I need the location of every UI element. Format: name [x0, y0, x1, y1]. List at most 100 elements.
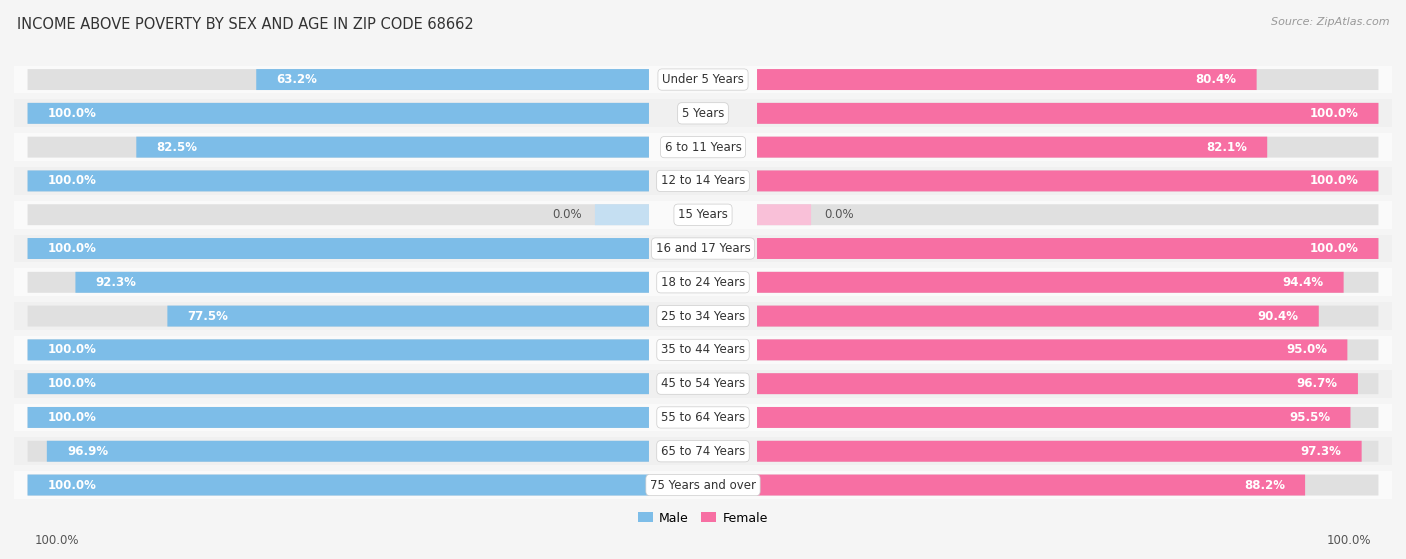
FancyBboxPatch shape	[28, 69, 650, 90]
Text: 100.0%: 100.0%	[48, 107, 97, 120]
FancyBboxPatch shape	[756, 204, 811, 225]
FancyBboxPatch shape	[14, 471, 1392, 499]
FancyBboxPatch shape	[756, 272, 1344, 293]
FancyBboxPatch shape	[756, 373, 1358, 394]
Text: Under 5 Years: Under 5 Years	[662, 73, 744, 86]
Text: 100.0%: 100.0%	[48, 174, 97, 187]
FancyBboxPatch shape	[28, 238, 650, 259]
Text: 94.4%: 94.4%	[1282, 276, 1323, 289]
Text: 100.0%: 100.0%	[48, 411, 97, 424]
FancyBboxPatch shape	[28, 475, 650, 495]
FancyBboxPatch shape	[756, 272, 1378, 293]
Text: 88.2%: 88.2%	[1244, 479, 1285, 491]
FancyBboxPatch shape	[756, 373, 1378, 394]
FancyBboxPatch shape	[28, 407, 650, 428]
FancyBboxPatch shape	[756, 306, 1319, 326]
Text: Source: ZipAtlas.com: Source: ZipAtlas.com	[1271, 17, 1389, 27]
FancyBboxPatch shape	[14, 370, 1392, 397]
FancyBboxPatch shape	[756, 339, 1378, 361]
Text: 12 to 14 Years: 12 to 14 Years	[661, 174, 745, 187]
FancyBboxPatch shape	[595, 204, 650, 225]
Text: 82.1%: 82.1%	[1206, 141, 1247, 154]
Text: 55 to 64 Years: 55 to 64 Years	[661, 411, 745, 424]
Text: 100.0%: 100.0%	[1309, 174, 1358, 187]
FancyBboxPatch shape	[14, 201, 1392, 229]
Text: 80.4%: 80.4%	[1195, 73, 1236, 86]
FancyBboxPatch shape	[28, 238, 650, 259]
FancyBboxPatch shape	[756, 170, 1378, 191]
Text: 96.7%: 96.7%	[1296, 377, 1337, 390]
Text: 15 Years: 15 Years	[678, 208, 728, 221]
Text: 96.9%: 96.9%	[67, 445, 108, 458]
FancyBboxPatch shape	[756, 407, 1351, 428]
FancyBboxPatch shape	[756, 238, 1378, 259]
FancyBboxPatch shape	[28, 170, 650, 191]
FancyBboxPatch shape	[756, 103, 1378, 124]
Text: 100.0%: 100.0%	[1326, 534, 1371, 547]
Text: 6 to 11 Years: 6 to 11 Years	[665, 141, 741, 154]
FancyBboxPatch shape	[14, 268, 1392, 296]
Text: 45 to 54 Years: 45 to 54 Years	[661, 377, 745, 390]
FancyBboxPatch shape	[136, 136, 650, 158]
FancyBboxPatch shape	[756, 204, 1378, 225]
Text: 82.5%: 82.5%	[156, 141, 198, 154]
FancyBboxPatch shape	[28, 204, 650, 225]
Text: INCOME ABOVE POVERTY BY SEX AND AGE IN ZIP CODE 68662: INCOME ABOVE POVERTY BY SEX AND AGE IN Z…	[17, 17, 474, 32]
Text: 16 and 17 Years: 16 and 17 Years	[655, 242, 751, 255]
Text: 25 to 34 Years: 25 to 34 Years	[661, 310, 745, 323]
Text: 0.0%: 0.0%	[824, 208, 855, 221]
Text: 100.0%: 100.0%	[48, 242, 97, 255]
FancyBboxPatch shape	[28, 373, 650, 394]
FancyBboxPatch shape	[28, 103, 650, 124]
FancyBboxPatch shape	[76, 272, 650, 293]
Text: 95.5%: 95.5%	[1289, 411, 1330, 424]
Text: 75 Years and over: 75 Years and over	[650, 479, 756, 491]
FancyBboxPatch shape	[14, 336, 1392, 364]
FancyBboxPatch shape	[756, 475, 1378, 495]
FancyBboxPatch shape	[14, 133, 1392, 161]
FancyBboxPatch shape	[756, 475, 1305, 495]
FancyBboxPatch shape	[756, 306, 1378, 326]
FancyBboxPatch shape	[756, 339, 1347, 361]
Text: 63.2%: 63.2%	[277, 73, 318, 86]
Text: 100.0%: 100.0%	[35, 534, 80, 547]
FancyBboxPatch shape	[28, 407, 650, 428]
Text: 65 to 74 Years: 65 to 74 Years	[661, 445, 745, 458]
Text: 100.0%: 100.0%	[48, 479, 97, 491]
FancyBboxPatch shape	[14, 66, 1392, 93]
Text: 5 Years: 5 Years	[682, 107, 724, 120]
FancyBboxPatch shape	[167, 306, 650, 326]
Text: 0.0%: 0.0%	[551, 208, 582, 221]
Text: 90.4%: 90.4%	[1257, 310, 1299, 323]
Text: 100.0%: 100.0%	[1309, 242, 1358, 255]
FancyBboxPatch shape	[46, 440, 650, 462]
FancyBboxPatch shape	[28, 373, 650, 394]
FancyBboxPatch shape	[756, 69, 1257, 90]
FancyBboxPatch shape	[756, 440, 1361, 462]
Text: 35 to 44 Years: 35 to 44 Years	[661, 343, 745, 357]
Text: 100.0%: 100.0%	[48, 343, 97, 357]
FancyBboxPatch shape	[28, 272, 650, 293]
FancyBboxPatch shape	[256, 69, 650, 90]
FancyBboxPatch shape	[28, 440, 650, 462]
Text: 97.3%: 97.3%	[1301, 445, 1341, 458]
FancyBboxPatch shape	[756, 136, 1378, 158]
FancyBboxPatch shape	[14, 235, 1392, 262]
FancyBboxPatch shape	[28, 306, 650, 326]
FancyBboxPatch shape	[28, 475, 650, 495]
FancyBboxPatch shape	[756, 238, 1378, 259]
Legend: Male, Female: Male, Female	[633, 506, 773, 529]
FancyBboxPatch shape	[28, 339, 650, 361]
Text: 92.3%: 92.3%	[96, 276, 136, 289]
FancyBboxPatch shape	[14, 167, 1392, 195]
FancyBboxPatch shape	[14, 302, 1392, 330]
Text: 95.0%: 95.0%	[1286, 343, 1327, 357]
FancyBboxPatch shape	[28, 170, 650, 191]
FancyBboxPatch shape	[756, 407, 1378, 428]
FancyBboxPatch shape	[14, 404, 1392, 432]
FancyBboxPatch shape	[14, 437, 1392, 465]
FancyBboxPatch shape	[756, 440, 1378, 462]
FancyBboxPatch shape	[756, 136, 1267, 158]
Text: 18 to 24 Years: 18 to 24 Years	[661, 276, 745, 289]
FancyBboxPatch shape	[756, 103, 1378, 124]
